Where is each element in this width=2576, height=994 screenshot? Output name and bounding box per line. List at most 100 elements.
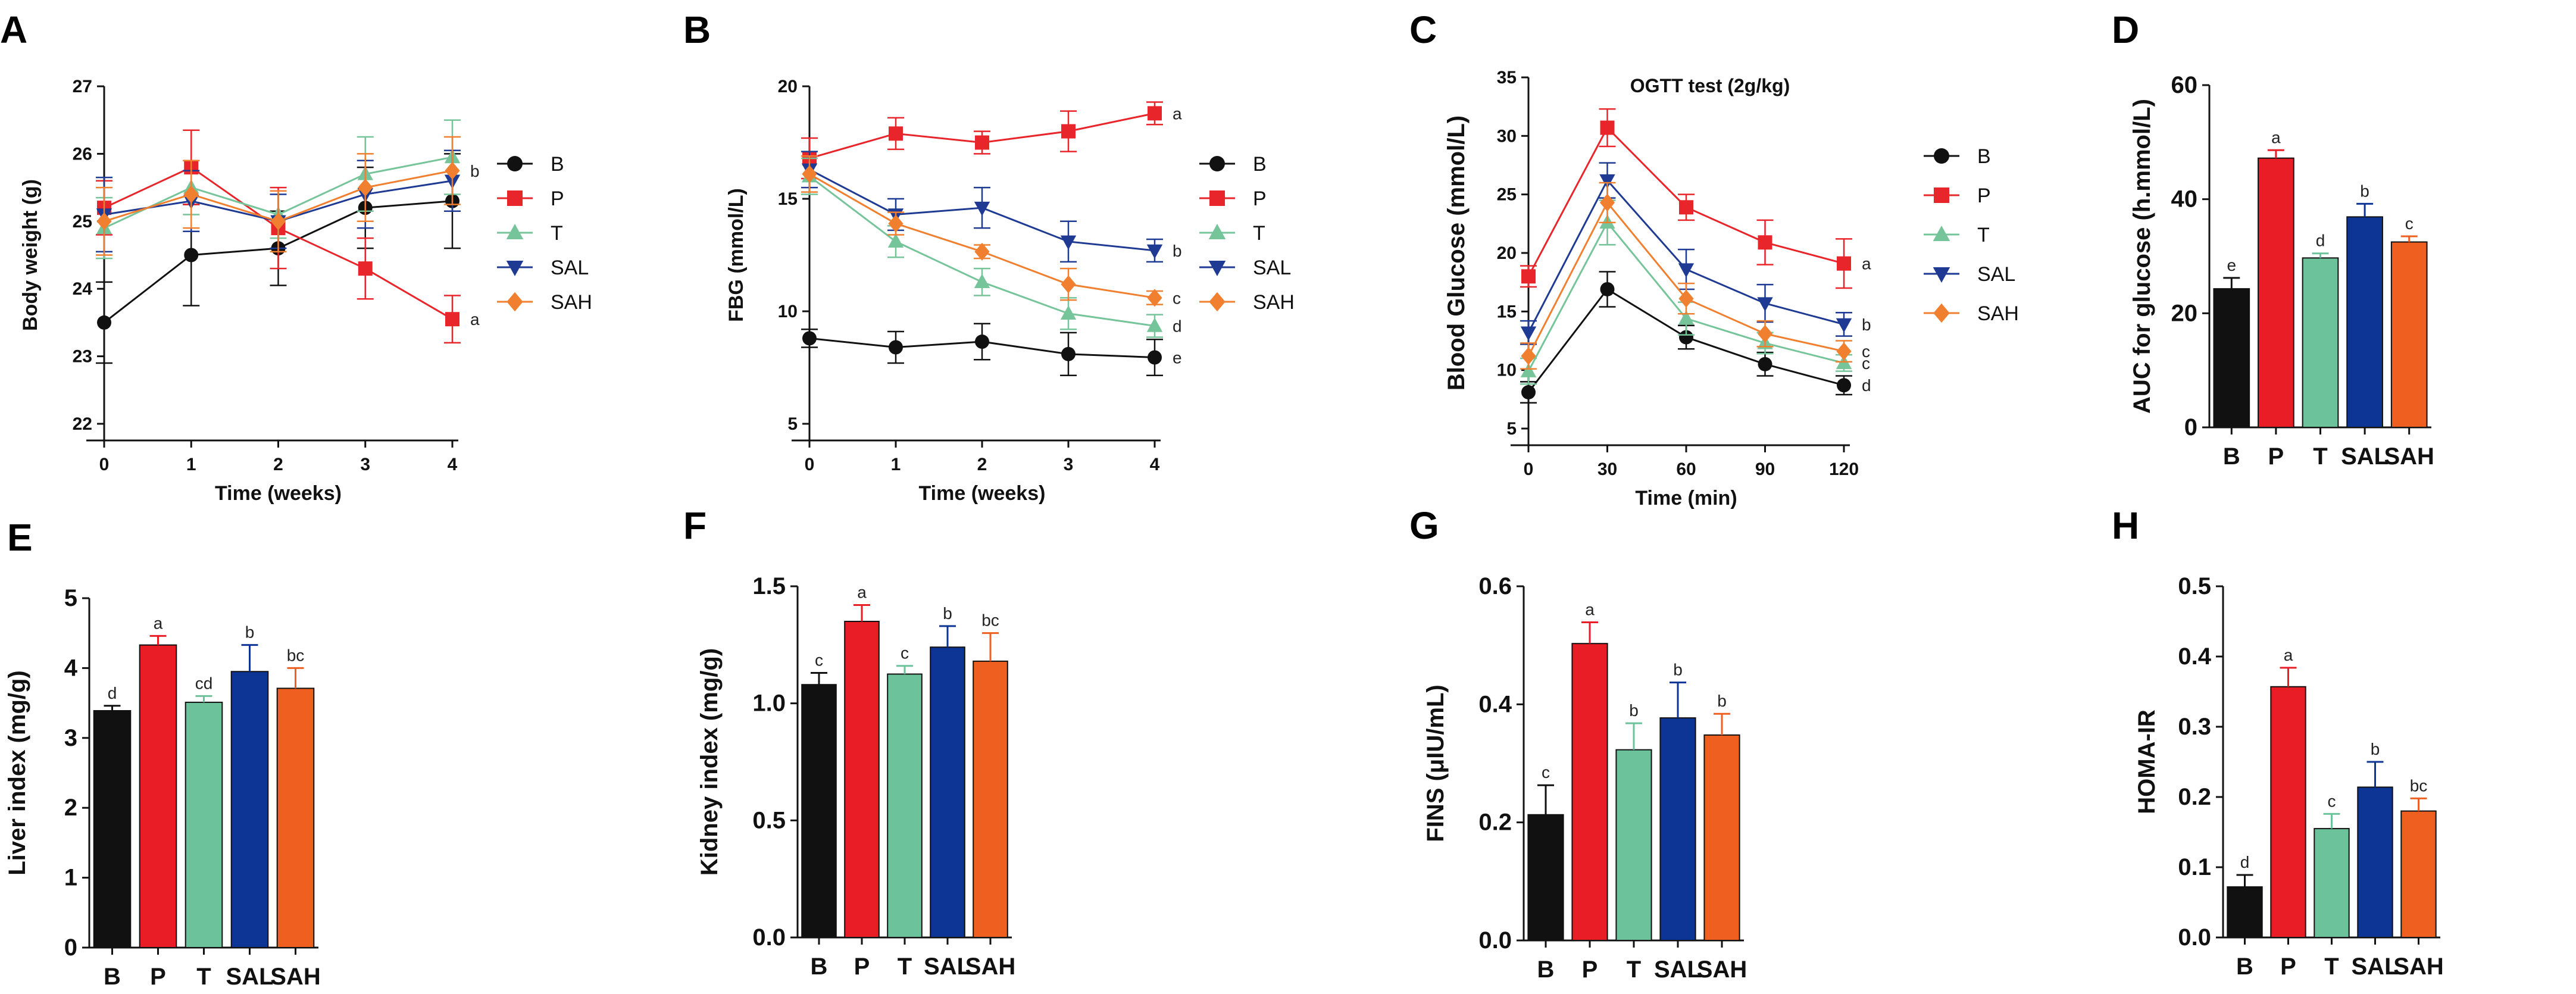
y-tick-label: 0.5 [2178,573,2211,599]
panel-label: D [2112,8,2139,51]
data-point [802,165,817,183]
x-tick-label: 4 [448,455,458,474]
legend-label: SAL [1253,257,1291,279]
x-tick-label: SAH [2393,954,2443,980]
x-tick-label: 1 [891,455,901,474]
legend-label: T [1253,222,1265,245]
significance-label: b [1173,242,1182,260]
data-point [1599,174,1615,189]
data-point [1148,350,1162,365]
y-tick-label: 10 [1497,361,1517,380]
data-point [1147,289,1162,307]
significance-label: a [1585,600,1595,618]
x-tick-label: T [2313,443,2327,470]
legend-label: B [1977,145,1991,168]
data-point [1679,200,1693,215]
legend-marker [1933,303,1950,323]
significance-label: c [2328,792,2336,810]
data-point [1146,244,1163,259]
panel-label: G [1409,504,1439,547]
bar-sal [230,671,269,949]
significance-label: a [2271,128,2281,146]
bar-t [2302,257,2339,428]
y-tick-label: 1 [64,865,77,891]
y-tick-label: 0 [64,934,77,961]
x-tick-label: 90 [1755,460,1775,479]
significance-label: c [2405,214,2414,233]
y-tick-label: 40 [2171,186,2198,212]
y-tick-label: 2 [64,795,77,821]
significance-label: b [2360,182,2369,200]
data-point [1521,385,1536,400]
y-axis-title: Body weight (g) [19,179,42,331]
data-point [1837,256,1851,271]
bar-t [185,701,223,949]
significance-label: c [901,644,909,662]
x-tick-label: SAH [2384,443,2434,470]
significance-label: a [470,310,480,329]
data-point [1678,289,1694,308]
x-axis-title: Time (weeks) [215,482,342,505]
y-tick-label: 26 [73,144,92,164]
y-axis-title: FINS (μIU/mL) [1423,684,1449,842]
legend-marker [1933,267,1950,283]
y-axis-title: HOMA-IR [2134,709,2160,814]
bar-b [2213,288,2250,428]
y-tick-label: 20 [1497,243,1517,263]
x-tick-label: 2 [977,455,987,474]
y-tick-label: 25 [1497,185,1517,205]
y-tick-label: 0.3 [2178,714,2211,740]
data-point [888,214,904,233]
y-tick-label: 15 [778,189,798,209]
series-sah [96,136,461,256]
panel-label: E [7,516,33,559]
significance-label: bc [287,646,305,664]
data-point [270,212,286,230]
bar-sah [276,687,315,949]
x-axis-title: Time (weeks) [919,482,1046,505]
data-point [183,185,199,204]
legend-label: P [1253,187,1267,210]
y-tick-label: 35 [1497,68,1517,87]
data-point [184,248,199,262]
bar-p [2270,686,2306,938]
x-tick-label: 2 [273,455,283,474]
legend-label: T [1977,224,1990,246]
y-tick-label: 0.2 [2178,784,2211,810]
significance-label: a [2284,646,2293,664]
y-tick-label: 0.4 [1478,691,1512,717]
data-point [1678,263,1695,278]
series-p [801,101,1163,180]
data-point [889,126,903,141]
y-axis-title: FBG (mmol/L) [725,188,748,322]
y-tick-label: 0.6 [1478,573,1512,599]
x-tick-label: T [1627,957,1641,983]
significance-label: cd [195,674,213,692]
series-sah [801,155,1163,307]
y-tick-label: 23 [73,347,92,367]
x-tick-label: 120 [1829,460,1859,479]
x-tick-label: P [1582,957,1598,983]
legend-marker [506,260,524,276]
data-point [1600,282,1615,296]
y-tick-label: 0.4 [2178,643,2211,670]
significance-label: a [154,614,163,632]
data-point [1146,317,1163,332]
y-tick-label: 22 [73,414,92,434]
bar-t [1615,749,1652,941]
y-tick-label: 24 [73,279,93,299]
data-point [1148,106,1162,121]
series-sah [1520,182,1852,370]
significance-label: d [2240,853,2250,871]
significance-label: b [943,604,952,623]
y-tick-label: 0.5 [752,807,786,833]
data-point [1757,297,1773,312]
data-point [974,242,990,261]
chart-c: C 5 10 15 20 25 30 35 Blood Glucose (mmol/L) 0 30 6… [1409,8,2019,509]
legend-marker [1209,156,1225,171]
y-tick-label: 0.0 [2178,924,2211,951]
x-tick-label: SAH [1697,957,1747,983]
data-point [1061,275,1076,293]
x-tick-label: 3 [360,455,370,474]
x-tick-label: 0 [99,455,110,474]
